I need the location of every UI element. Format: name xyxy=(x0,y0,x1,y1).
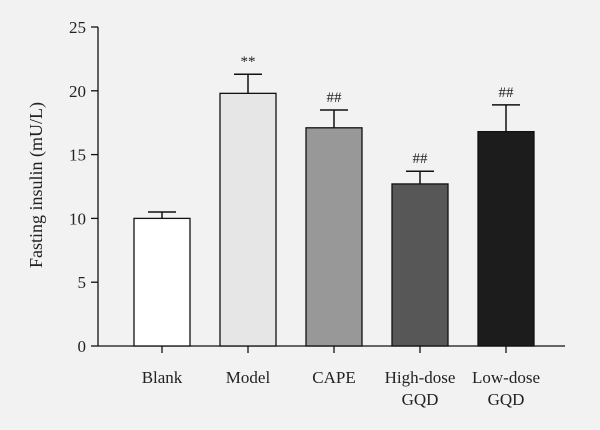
significance-label: ## xyxy=(413,151,429,167)
x-tick-label: GQD xyxy=(402,390,439,409)
significance-label: ** xyxy=(241,54,256,70)
x-tick-label: Model xyxy=(226,368,271,387)
significance-label: ## xyxy=(499,85,515,101)
bar xyxy=(477,130,535,347)
error-bar xyxy=(406,170,434,184)
y-tick-label: 10 xyxy=(69,209,86,228)
x-tick-label: High-dose xyxy=(385,368,456,387)
y-tick-label: 25 xyxy=(69,18,86,37)
bar xyxy=(305,127,363,347)
x-tick-label: Low-dose xyxy=(472,368,540,387)
bars: ** ## ## ## xyxy=(133,54,535,347)
significance-label: ## xyxy=(327,90,343,106)
y-axis-label: Fasting insulin (mU/L) xyxy=(26,102,47,268)
bar xyxy=(219,92,277,347)
bar xyxy=(133,217,191,347)
error-bar xyxy=(234,73,262,94)
y-tick-label: 15 xyxy=(69,146,86,165)
y-tick-label: 20 xyxy=(69,82,86,101)
x-tick-label: GQD xyxy=(488,390,525,409)
x-tick-label: CAPE xyxy=(312,368,355,387)
x-tick-labels: Blank Model CAPE High-dose GQD Low-dose GQD xyxy=(142,368,540,409)
bar xyxy=(391,183,449,347)
error-bar xyxy=(492,104,520,132)
x-tick-label: Blank xyxy=(142,368,183,387)
error-bar xyxy=(148,211,176,219)
error-bar xyxy=(320,109,348,128)
y-tick-label: 5 xyxy=(78,273,87,292)
y-tick-label: 0 xyxy=(78,337,87,356)
